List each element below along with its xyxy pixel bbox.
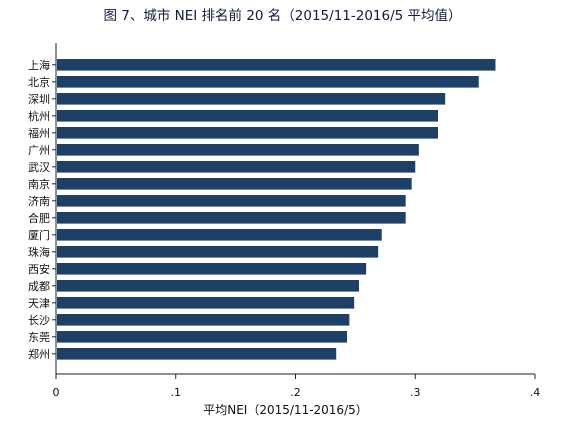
bar-10: [57, 229, 382, 241]
category-label: 广州: [28, 144, 50, 157]
bar-4: [57, 127, 439, 139]
bars-layer: [57, 59, 496, 360]
x-tick-label: .4: [530, 386, 541, 399]
bar-17: [57, 348, 337, 360]
chart-title: 图 7、城市 NEI 排名前 20 名（2015/11-2016/5 平均值）: [103, 8, 462, 24]
x-tick-label: .2: [290, 386, 301, 399]
x-tick-label: .1: [171, 386, 182, 399]
category-label: 成都: [28, 280, 50, 293]
category-label: 长沙: [28, 314, 50, 327]
category-label: 天津: [28, 297, 50, 310]
bar-0: [57, 59, 496, 71]
bar-15: [57, 314, 350, 326]
category-label: 珠海: [28, 245, 50, 259]
bar-16: [57, 331, 347, 343]
category-label: 济南: [28, 194, 50, 208]
category-label: 北京: [28, 75, 50, 89]
bar-2: [57, 93, 446, 105]
bar-7: [57, 178, 412, 190]
bar-11: [57, 246, 379, 258]
bar-13: [57, 280, 359, 292]
category-label: 郑州: [28, 347, 50, 361]
category-label: 杭州: [28, 109, 50, 123]
x-tick-label: .3: [410, 386, 421, 399]
bar-6: [57, 161, 416, 173]
category-label: 东莞: [28, 331, 50, 344]
category-label: 厦门: [28, 228, 50, 242]
bar-3: [57, 110, 439, 122]
bar-14: [57, 297, 355, 309]
bar-5: [57, 144, 419, 156]
category-label: 深圳: [28, 93, 50, 106]
bar-1: [57, 76, 479, 88]
category-label: 上海: [28, 58, 50, 72]
bar-9: [57, 212, 406, 224]
category-label: 合肥: [28, 211, 50, 225]
category-label: 南京: [28, 177, 50, 191]
category-label: 西安: [28, 262, 50, 276]
category-label: 福州: [28, 126, 50, 140]
x-tick-label: 0: [53, 386, 60, 399]
x-axis-title: 平均NEI（2015/11-2016/5）: [203, 403, 368, 417]
bar-8: [57, 195, 406, 207]
bar-12: [57, 263, 367, 275]
category-label: 武汉: [28, 161, 50, 174]
axes: 0 .1 .2 .3 .4: [52, 43, 540, 399]
